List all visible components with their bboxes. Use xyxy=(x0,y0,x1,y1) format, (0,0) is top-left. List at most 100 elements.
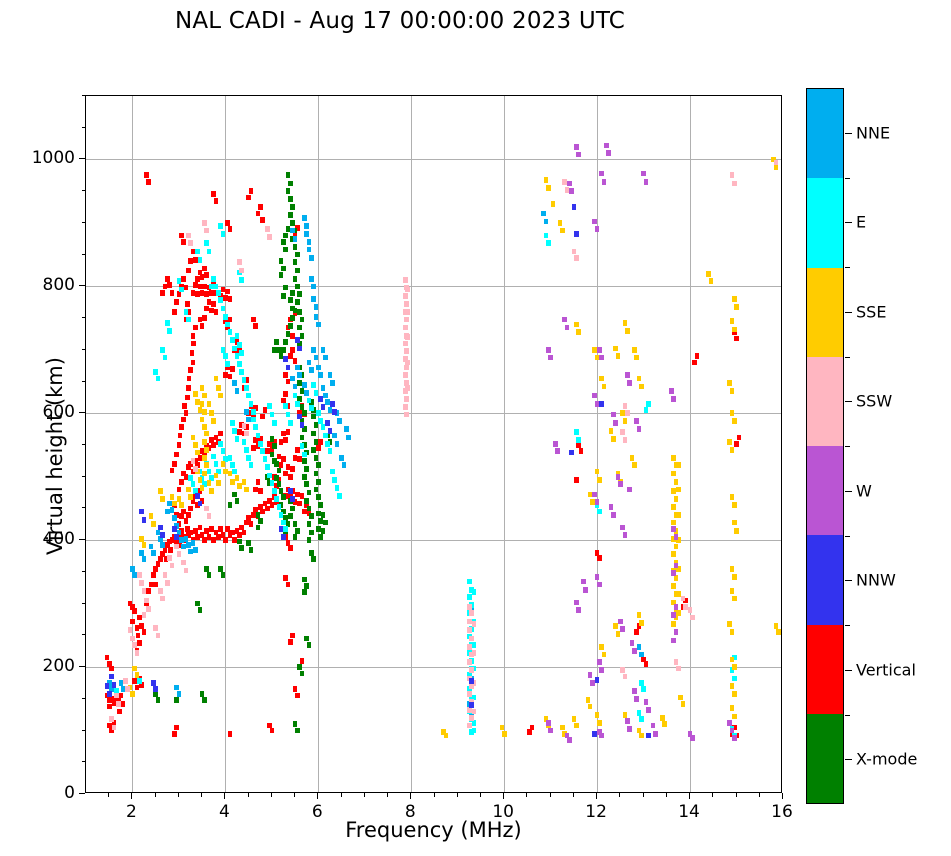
data-point-vertical xyxy=(109,727,114,734)
data-point-vertical xyxy=(213,197,219,204)
data-point-x-mode xyxy=(295,251,300,258)
colorbar-boundary-tick xyxy=(845,446,850,447)
data-point-vertical xyxy=(197,269,203,276)
data-point-w xyxy=(650,722,656,729)
data-point-vertical xyxy=(260,508,265,515)
data-point-ssw xyxy=(571,248,577,255)
x-tick-minor xyxy=(154,793,156,797)
x-tick-minor xyxy=(363,793,365,797)
colorbar-boundary-tick xyxy=(845,714,850,716)
data-point-vertical xyxy=(171,308,177,315)
data-point-sse xyxy=(731,418,737,424)
data-point-e xyxy=(230,462,235,469)
data-point-vertical xyxy=(299,492,305,499)
data-point-x-mode xyxy=(313,454,319,461)
data-point-vertical xyxy=(213,434,219,441)
data-point-e xyxy=(467,578,472,585)
data-point-ssw xyxy=(469,683,474,689)
data-point-ssw xyxy=(169,562,175,569)
data-point-e xyxy=(248,462,254,469)
data-point-e xyxy=(471,589,477,596)
data-point-nnw xyxy=(332,409,337,415)
data-point-sse xyxy=(622,711,628,718)
data-point-x-mode xyxy=(299,418,305,424)
data-point-sse xyxy=(731,296,737,302)
data-point-vertical xyxy=(206,534,212,540)
data-point-x-mode xyxy=(290,289,296,296)
data-point-x-mode xyxy=(311,413,316,420)
data-point-sse xyxy=(557,220,563,226)
data-point-nne xyxy=(306,246,312,253)
y-tick-minor xyxy=(81,348,85,350)
data-point-nne xyxy=(302,214,307,221)
data-canvas xyxy=(86,96,781,792)
data-point-sse xyxy=(199,485,205,491)
data-point-w xyxy=(573,599,579,606)
data-point-x-mode xyxy=(297,379,303,386)
data-point-w xyxy=(634,418,639,424)
data-point-x-mode xyxy=(290,305,296,312)
data-point-sse xyxy=(673,462,679,469)
data-point-sse xyxy=(727,438,732,445)
data-point-nnw xyxy=(197,500,203,507)
data-point-e xyxy=(271,487,277,494)
data-point-e xyxy=(322,432,328,439)
data-point-x-mode xyxy=(302,442,307,448)
data-point-vertical xyxy=(202,537,207,544)
data-point-vertical xyxy=(285,378,291,385)
data-point-ssw xyxy=(683,603,688,610)
data-point-vertical xyxy=(643,661,649,667)
data-point-ssw xyxy=(204,227,210,234)
gridline-vertical xyxy=(411,96,413,792)
data-point-nnw xyxy=(153,686,159,693)
data-point-ssw xyxy=(130,635,135,642)
data-point-e xyxy=(220,448,226,455)
data-point-w xyxy=(620,524,625,531)
data-point-vertical xyxy=(576,442,581,448)
gridline-vertical xyxy=(132,96,134,792)
data-point-vertical xyxy=(185,532,191,538)
data-point-nne xyxy=(306,239,312,245)
data-point-vertical xyxy=(155,561,161,568)
x-tick-label: 8 xyxy=(404,802,416,822)
data-point-ssw xyxy=(687,607,693,613)
data-point-w xyxy=(690,735,695,741)
data-point-x-mode xyxy=(313,470,319,477)
data-point-w xyxy=(652,730,658,737)
data-point-e xyxy=(155,375,161,382)
gridline-horizontal xyxy=(86,413,781,415)
data-point-w xyxy=(613,419,619,426)
data-point-e xyxy=(731,675,737,682)
data-point-ssw xyxy=(183,567,189,574)
data-point-x-mode xyxy=(297,340,303,347)
data-point-sse xyxy=(673,511,679,518)
data-point-vertical xyxy=(260,216,265,223)
data-point-vertical xyxy=(267,497,272,504)
data-point-vertical xyxy=(253,405,258,412)
data-point-nnw xyxy=(106,690,112,697)
data-point-e xyxy=(183,308,189,315)
data-point-e xyxy=(206,248,212,255)
data-point-vertical xyxy=(184,394,190,401)
data-point-sse xyxy=(171,500,177,507)
data-point-vertical xyxy=(285,324,291,331)
x-tick xyxy=(782,793,783,799)
data-point-vertical xyxy=(176,442,182,448)
data-point-e xyxy=(209,475,214,481)
data-point-vertical xyxy=(104,654,110,661)
data-point-sse xyxy=(673,559,679,566)
data-point-w xyxy=(594,226,600,233)
data-point-w xyxy=(548,354,553,361)
data-point-x-mode xyxy=(311,430,316,437)
data-point-x-mode xyxy=(299,670,305,677)
data-point-nne xyxy=(141,556,147,563)
colorbar-tick xyxy=(845,580,852,582)
data-point-sse xyxy=(190,434,196,441)
data-point-ssw xyxy=(160,595,165,602)
colorbar-tick xyxy=(845,669,852,671)
data-point-vertical xyxy=(267,722,272,729)
data-point-sse xyxy=(676,591,681,597)
data-point-sse xyxy=(141,542,147,549)
data-point-e xyxy=(137,678,142,684)
data-point-ssw xyxy=(158,588,163,594)
